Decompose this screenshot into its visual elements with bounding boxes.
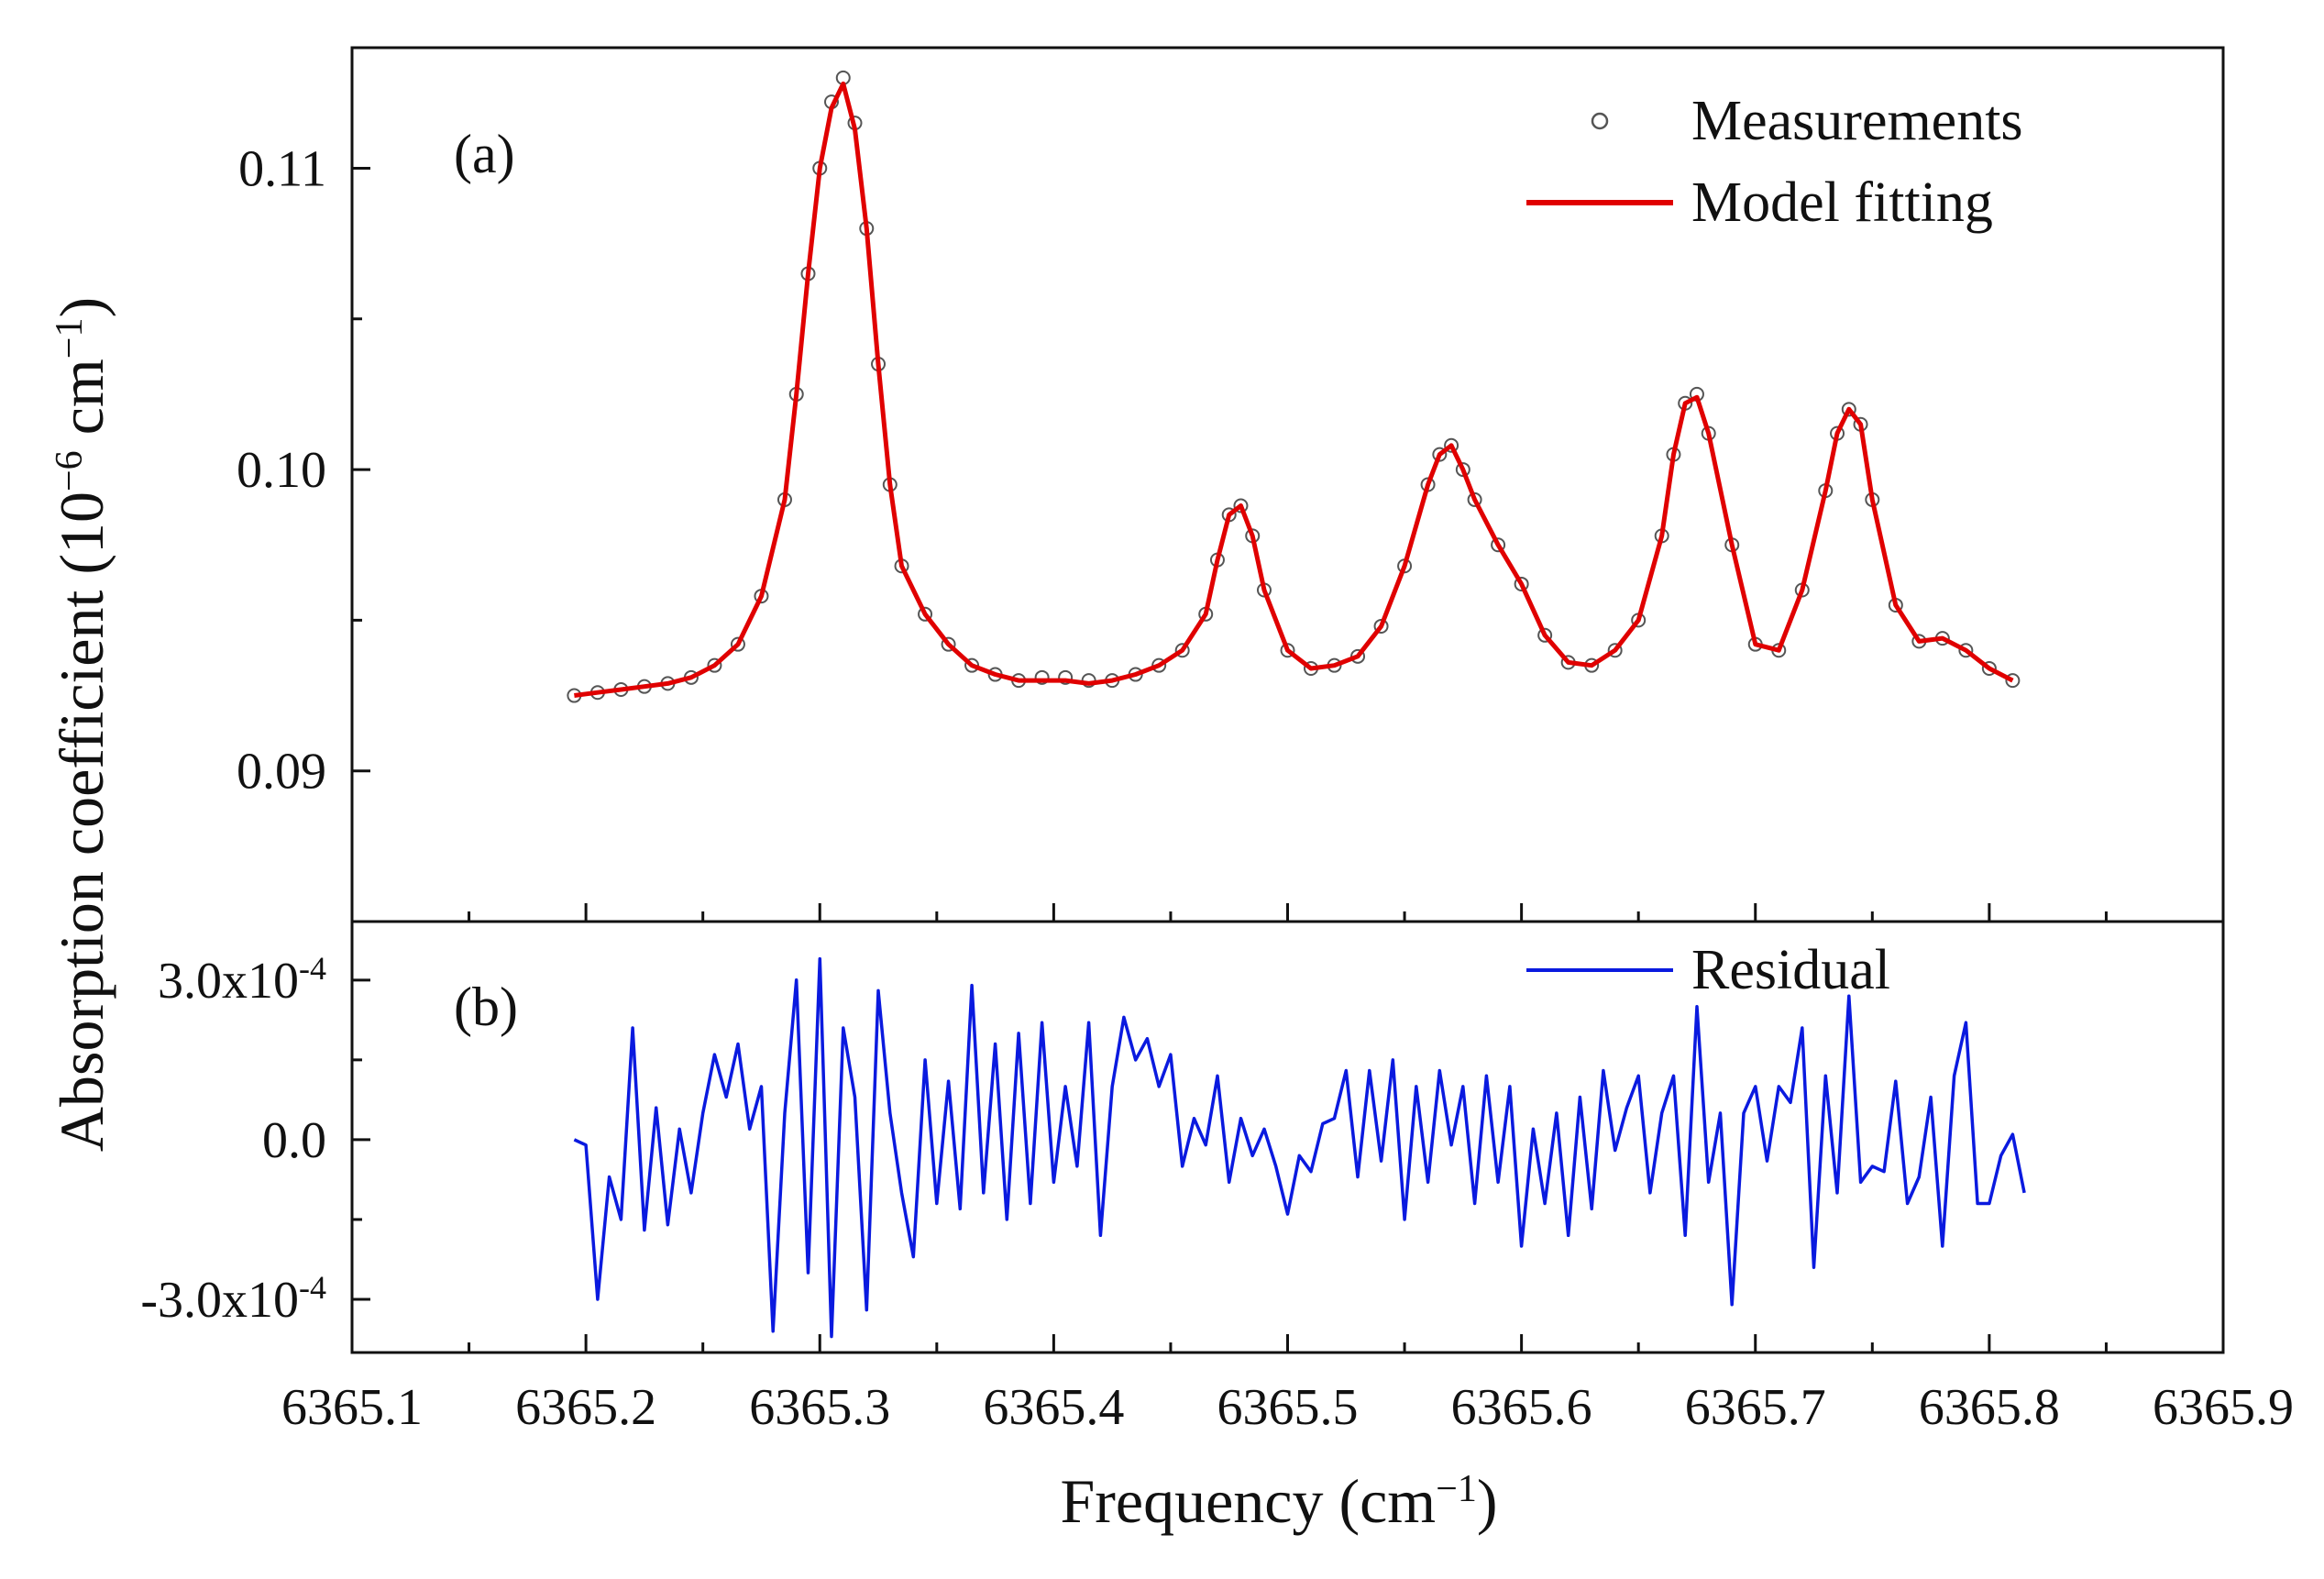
measurement-point bbox=[1350, 648, 1366, 664]
y-tick-label-a: 0.10 bbox=[237, 442, 326, 499]
x-tick-label: 6365.1 bbox=[281, 1379, 423, 1436]
panel-b-marks bbox=[573, 956, 2026, 1339]
y-tick-label-b: 0.0 bbox=[262, 1112, 326, 1169]
measurement-point bbox=[1444, 437, 1459, 453]
measurement-point bbox=[941, 636, 956, 652]
y-axis-title-exponent: −6 bbox=[49, 450, 91, 491]
y-tick-label-b: 3.0x10-4 bbox=[158, 950, 326, 1010]
y-axis-title-unit: cm bbox=[47, 359, 116, 450]
x-axis-title-exponent: −1 bbox=[1436, 1468, 1477, 1510]
legend-measurements-marker bbox=[1591, 112, 1609, 130]
measurement-point bbox=[1373, 618, 1389, 634]
panel-b-frame bbox=[350, 920, 2225, 1354]
panel-a-marks bbox=[567, 70, 2021, 703]
legend-model-fitting-label: Model fitting bbox=[1691, 171, 1993, 234]
measurement-point bbox=[1981, 660, 1997, 676]
measurement-point bbox=[1467, 491, 1482, 507]
y-axis-title: Absorption coefficient (10−6 cm−1) bbox=[47, 297, 116, 1152]
panel-a-label: (a) bbox=[454, 124, 515, 184]
y-tick-label-exponent: -4 bbox=[299, 950, 326, 987]
measurement-point bbox=[1841, 402, 1856, 417]
y-axis-title-main: Absorption coefficient (10 bbox=[47, 491, 116, 1152]
measurement-point bbox=[964, 657, 980, 673]
x-tick-label: 6365.5 bbox=[1217, 1379, 1359, 1436]
model-fitting-line bbox=[574, 81, 2014, 698]
x-tick-label: 6365.2 bbox=[515, 1379, 656, 1436]
y-tick-label-exponent: -4 bbox=[299, 1269, 326, 1306]
x-tick-label: 6365.6 bbox=[1451, 1379, 1592, 1436]
y-axis-title-close: ) bbox=[47, 297, 116, 318]
measurement-point bbox=[1432, 447, 1448, 462]
measurement-point bbox=[1514, 576, 1529, 591]
panel-b-label: (b) bbox=[454, 977, 518, 1037]
residual-line bbox=[573, 956, 2026, 1339]
measurement-point bbox=[730, 636, 745, 652]
measurement-point bbox=[918, 606, 933, 622]
measurement-point bbox=[1491, 537, 1506, 553]
measurement-point bbox=[1233, 498, 1249, 513]
measurement-point bbox=[2005, 673, 2021, 689]
panel-b-axes: 6365.1 6365.2 6365.3 6365.4 6365.5 6365.6 6365… bbox=[140, 920, 2294, 1436]
measurement-point bbox=[1280, 643, 1295, 658]
y-axis-title-unit-exponent: −1 bbox=[49, 318, 91, 359]
measurement-point bbox=[707, 657, 722, 673]
measurement-point bbox=[1958, 643, 1974, 658]
x-tick-label: 6365.3 bbox=[749, 1379, 890, 1436]
x-tick-label: 6365.4 bbox=[983, 1379, 1124, 1436]
measurement-point bbox=[1034, 669, 1050, 685]
y-tick-label-b: -3.0x10-4 bbox=[140, 1269, 326, 1329]
y-tick-label-a: 0.11 bbox=[238, 140, 326, 197]
x-axis-title-main: Frequency (cm bbox=[1060, 1466, 1436, 1536]
legend-residual-label: Residual bbox=[1691, 939, 1890, 1001]
legend-measurements-label: Measurements bbox=[1691, 90, 2023, 152]
x-tick-label: 6365.8 bbox=[1919, 1379, 2060, 1436]
measurement-point bbox=[1607, 643, 1623, 658]
x-tick-label: 6365.9 bbox=[2153, 1379, 2294, 1436]
y-tick-label-a: 0.09 bbox=[237, 744, 326, 801]
measurement-point bbox=[1151, 657, 1167, 673]
measurement-point bbox=[1174, 643, 1190, 658]
measurement-point bbox=[1537, 627, 1553, 643]
legend-a: Measurements Model fitting bbox=[1526, 90, 2023, 234]
legend-b: Residual bbox=[1526, 939, 1890, 1001]
x-tick-label: 6365.7 bbox=[1685, 1379, 1826, 1436]
x-axis-title: Frequency (cm−1) bbox=[1060, 1466, 1497, 1536]
measurement-point bbox=[1058, 669, 1074, 685]
x-axis-title-close: ) bbox=[1477, 1466, 1498, 1536]
